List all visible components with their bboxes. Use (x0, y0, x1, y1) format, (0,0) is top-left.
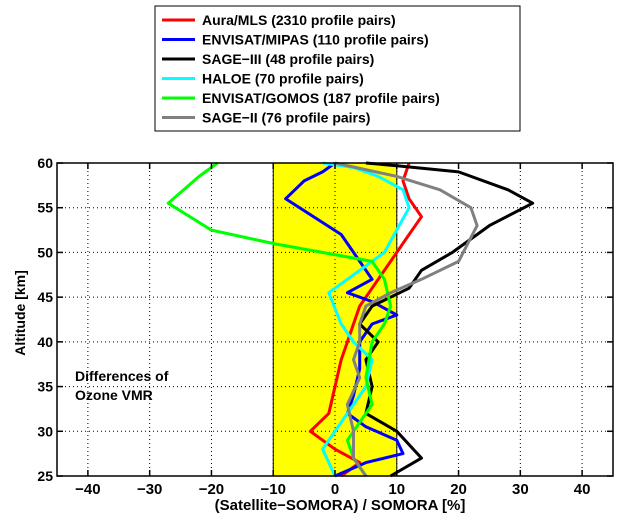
y-tick-label: 50 (37, 244, 53, 260)
axes-layer: −40 −30 −20 −10 0 10 20 30 40 25 30 35 40 45 50 55 60 (37, 155, 614, 498)
x-tick-label: 30 (512, 481, 529, 498)
y-axis-label: Altitude [km] (12, 270, 28, 356)
series-line (284, 161, 405, 478)
annotation-line-2: Ozone VMR (75, 387, 153, 403)
x-tick-label: 20 (450, 481, 467, 498)
annotation: Differences of Ozone VMR (75, 368, 169, 403)
x-tick-label: 10 (388, 481, 405, 498)
y-tick-label: 40 (37, 334, 53, 350)
series-line (334, 161, 479, 477)
series-line (308, 162, 423, 478)
annotation-line-1: Differences of (75, 368, 169, 384)
x-tick-label: 0 (331, 481, 339, 498)
legend-label: ENVISAT/GOMOS (187 profile pairs) (202, 90, 440, 106)
y-tick-label: 60 (37, 155, 53, 171)
x-tick-label: 40 (574, 481, 591, 498)
x-tick-label: −40 (75, 481, 100, 498)
x-tick-label: −20 (199, 481, 224, 498)
plot-frame (56, 162, 614, 477)
y-tick-label: 30 (37, 423, 53, 439)
series-layer (166, 161, 535, 478)
legend-label: ENVISAT/MIPAS (110 profile pairs) (202, 32, 429, 48)
legend-label: Aura/MLS (2310 profile pairs) (202, 12, 396, 28)
series-line (358, 161, 535, 478)
legend-label: SAGE−III (48 profile pairs) (202, 51, 374, 67)
legend-label: HALOE (70 profile pairs) (202, 71, 364, 87)
x-axis-label: (Satellite−SOMORA) / SOMORA [%] (215, 497, 466, 514)
legend-label: SAGE−II (76 profile pairs) (202, 110, 370, 126)
legend-box (154, 5, 521, 132)
legend: Aura/MLS (2310 profile pairs) ENVISAT/MIP… (154, 5, 521, 132)
y-tick-label: 25 (37, 468, 53, 484)
y-tick-label: 35 (37, 379, 53, 395)
y-tick-label: 55 (37, 200, 53, 216)
y-tick-label: 45 (37, 289, 53, 305)
x-tick-label: −10 (260, 481, 285, 498)
x-tick-label: −30 (137, 481, 162, 498)
